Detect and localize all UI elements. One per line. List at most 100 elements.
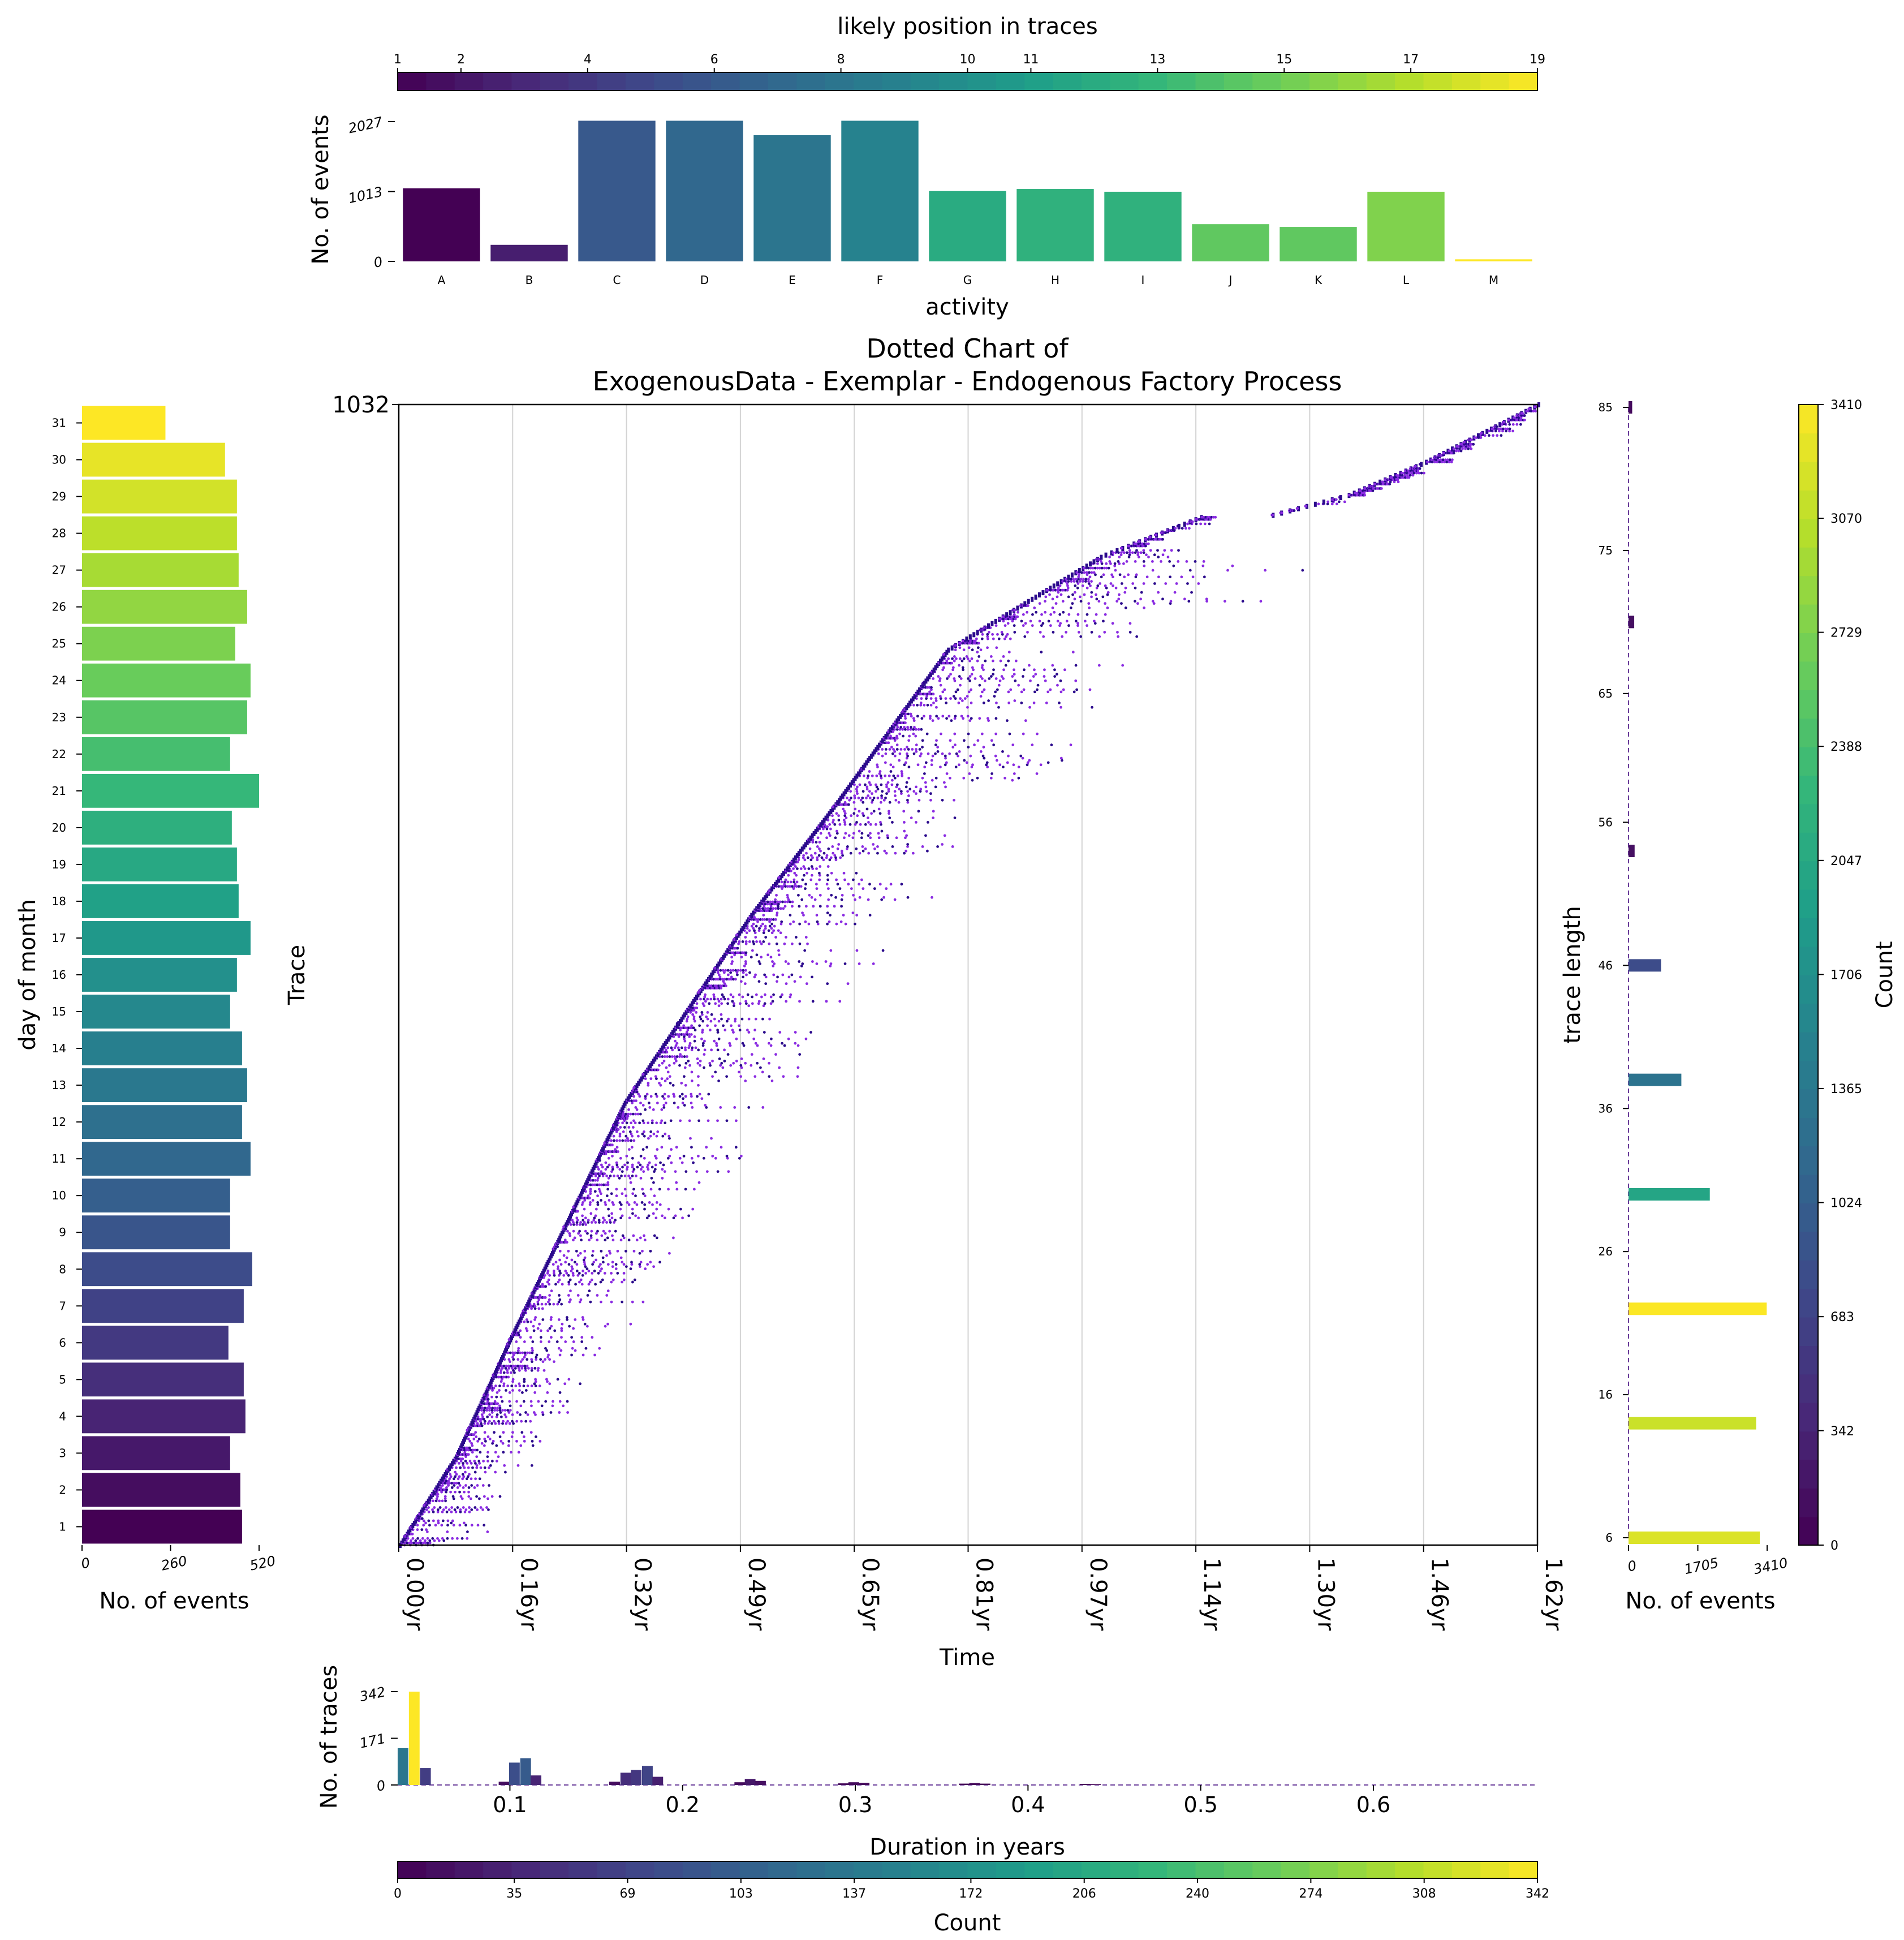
event-dot	[518, 1382, 521, 1386]
event-dot	[615, 1139, 619, 1142]
event-dot	[529, 1320, 533, 1323]
event-dot	[610, 1272, 613, 1275]
event-dot	[585, 1324, 589, 1328]
event-dot	[972, 668, 975, 672]
event-dot	[1209, 518, 1212, 521]
event-dot	[777, 902, 780, 906]
event-dot	[889, 883, 893, 886]
event-dot	[906, 843, 910, 846]
event-dot	[581, 1274, 584, 1277]
event-dot	[740, 1066, 743, 1069]
event-dot	[951, 668, 955, 672]
event-dot	[697, 1083, 700, 1087]
event-dot	[763, 929, 766, 932]
event-dot	[912, 732, 915, 735]
event-dot	[1519, 423, 1522, 426]
trace-start-mark	[884, 734, 888, 739]
trace-start-mark	[899, 713, 902, 719]
trace-start-mark	[1027, 599, 1030, 604]
event-dot	[1065, 578, 1067, 581]
event-dot	[483, 1444, 486, 1447]
event-dot	[563, 1238, 567, 1242]
event-dot	[499, 1395, 503, 1399]
event-dot	[1164, 582, 1168, 585]
event-dot	[664, 1048, 667, 1052]
event-dot	[454, 1475, 457, 1478]
event-dot	[815, 887, 819, 891]
event-dot	[955, 752, 958, 755]
event-dot	[591, 1263, 595, 1266]
event-dot	[797, 893, 800, 897]
event-dot	[783, 880, 786, 884]
event-dot	[867, 851, 871, 855]
event-dot	[536, 1327, 540, 1330]
event-dot	[1000, 631, 1003, 634]
event-dot	[454, 1470, 457, 1474]
event-dot	[898, 759, 901, 762]
event-dot	[875, 790, 877, 793]
event-dot	[1074, 584, 1077, 587]
event-dot	[729, 1064, 733, 1067]
event-dot	[925, 790, 928, 793]
event-dot	[1106, 591, 1110, 594]
event-dot	[898, 728, 902, 731]
trace-start-mark	[836, 800, 839, 806]
chart-title-line1: Dotted Chart of	[866, 333, 1069, 364]
event-dot	[847, 803, 850, 806]
event-dot	[826, 865, 830, 868]
event-dot	[486, 1435, 490, 1438]
event-dot	[725, 978, 729, 981]
event-dot	[682, 1097, 685, 1100]
event-dot	[701, 1029, 704, 1032]
event-dot	[808, 893, 811, 897]
trace-start-mark	[876, 745, 880, 750]
event-dot	[950, 719, 953, 722]
event-dot	[1098, 566, 1101, 570]
event-dot	[459, 1466, 462, 1469]
event-dot	[544, 1302, 548, 1306]
event-dot	[635, 1099, 637, 1103]
event-dot	[576, 1210, 579, 1213]
event-dot	[532, 1411, 536, 1414]
event-dot	[704, 1000, 707, 1003]
event-dot	[457, 1482, 460, 1485]
event-dot	[875, 785, 878, 789]
event-dot	[1212, 515, 1215, 519]
event-dot	[968, 675, 972, 678]
event-dot	[1024, 622, 1027, 625]
event-dot	[709, 1020, 713, 1023]
event-dot	[855, 871, 858, 875]
trace-start-mark	[731, 941, 734, 947]
event-dot	[929, 792, 932, 795]
event-dot	[947, 657, 950, 660]
event-dot	[906, 798, 909, 802]
activity-bar-G	[929, 191, 1006, 261]
day-tick-label: 3	[59, 1446, 66, 1460]
event-dot	[1125, 560, 1128, 563]
event-dot	[718, 1057, 721, 1060]
event-dot	[740, 1017, 744, 1021]
event-dot	[486, 1497, 489, 1500]
event-dot	[921, 746, 924, 749]
event-dot	[1151, 560, 1154, 563]
event-dot	[1173, 591, 1177, 594]
trace-start-mark	[905, 705, 908, 711]
trace-start-mark	[945, 649, 949, 655]
trace-start-mark	[634, 1085, 637, 1091]
day-tick-label: 1	[59, 1520, 66, 1533]
event-dot	[715, 1044, 718, 1047]
event-dot	[926, 686, 929, 689]
event-dot	[521, 1351, 524, 1354]
event-dot	[661, 1134, 665, 1138]
event-dot	[668, 1064, 671, 1067]
event-dot	[879, 774, 882, 777]
event-dot	[523, 1439, 526, 1443]
event-dot	[653, 1168, 657, 1171]
event-dot	[602, 1261, 605, 1264]
event-dot	[756, 1044, 759, 1047]
event-dot	[501, 1400, 504, 1403]
event-dot	[673, 1061, 676, 1065]
event-dot	[449, 1490, 453, 1494]
event-dot	[829, 834, 832, 837]
event-dot	[867, 821, 870, 824]
